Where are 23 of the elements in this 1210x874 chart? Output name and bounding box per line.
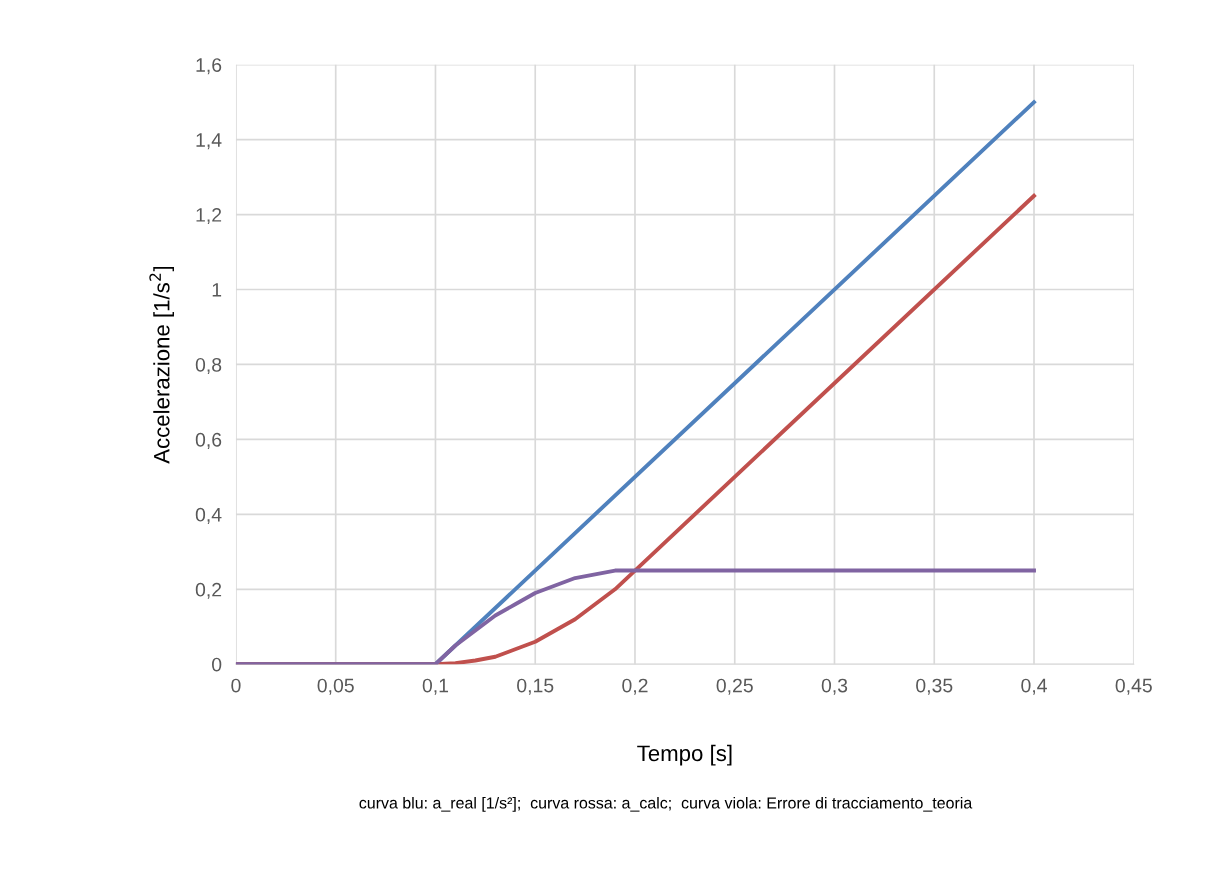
y-tick-label: 0,2 bbox=[195, 582, 222, 599]
x-tick-label: 0,45 bbox=[1115, 678, 1152, 695]
x-tick-label: 0,05 bbox=[317, 678, 354, 695]
x-tick-label: 0,4 bbox=[1021, 678, 1047, 695]
y-tick-label: 0,6 bbox=[195, 432, 222, 449]
y-tick-label: 0,8 bbox=[195, 357, 222, 374]
y-tick-label: 0 bbox=[212, 657, 222, 672]
x-tick-label: 0,1 bbox=[422, 678, 449, 695]
y-axis-title: Accelerazione [1/s$^{2}$] bbox=[149, 266, 174, 464]
x-axis-title: Tempo [s] bbox=[637, 744, 732, 766]
x-tick-label: 0,3 bbox=[821, 678, 848, 695]
y-tick-label: 1,2 bbox=[196, 208, 222, 225]
x-tick-label: 0,35 bbox=[916, 678, 953, 695]
y-tick-label: 1 bbox=[212, 283, 222, 297]
y-tick-label: 0,4 bbox=[195, 507, 222, 524]
text: curva blu: a_real [1/s²]; curva rossa: a_calc; curva viola: Errore di tracciamento_teoria bbox=[359, 796, 973, 812]
y-tick-label: 1,6 bbox=[196, 58, 222, 75]
y-tick-label: 1,4 bbox=[196, 133, 222, 150]
x-tick-label: 0 bbox=[231, 678, 241, 693]
line-series bbox=[235, 568, 1036, 665]
x-tick-label: 0,25 bbox=[716, 678, 753, 695]
x-tick-label: 0,2 bbox=[622, 678, 648, 695]
x-tick-label: 0,15 bbox=[517, 678, 554, 695]
